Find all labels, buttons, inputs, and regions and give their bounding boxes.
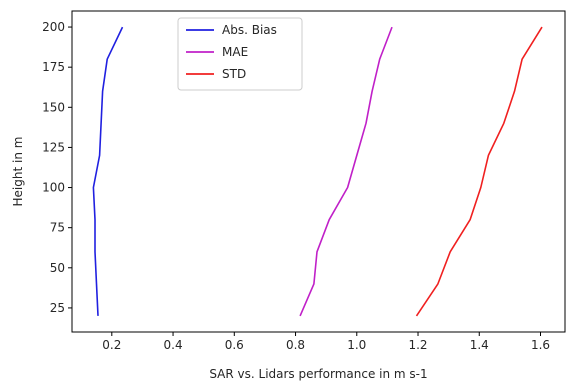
y-tick-label: 25	[50, 301, 65, 315]
y-tick-label: 175	[42, 60, 65, 74]
plot-frame	[71, 10, 566, 333]
legend-label-1: Abs. Bias	[222, 23, 277, 37]
y-axis: 25 50 75 100 125 150 175 200	[42, 20, 72, 315]
x-tick-label: 1.4	[470, 338, 489, 352]
x-tick-label: 0.2	[102, 338, 121, 352]
y-tick-label: 100	[42, 181, 65, 195]
y-tick-label: 150	[42, 100, 65, 114]
legend-label-3: STD	[222, 67, 246, 81]
series-line-1	[92, 26, 124, 316]
x-tick-label: 0.8	[286, 338, 305, 352]
y-tick-label: 125	[42, 140, 65, 154]
plot-lines	[92, 26, 543, 317]
x-tick-label: 0.4	[164, 338, 183, 352]
y-tick-label: 200	[42, 20, 65, 34]
series-line-2	[299, 26, 393, 317]
x-tick-label: 1.2	[408, 338, 427, 352]
legend-box	[177, 17, 303, 91]
x-tick-label: 1.6	[531, 338, 550, 352]
y-tick-label: 50	[50, 261, 65, 275]
y-axis-title: Height in m	[11, 137, 25, 207]
legend-label-2: MAE	[222, 45, 248, 59]
x-axis-title: SAR vs. Lidars performance in m s-1	[209, 367, 427, 381]
x-tick-label: 0.6	[225, 338, 244, 352]
x-tick-label: 1.0	[347, 338, 366, 352]
y-tick-label: 75	[50, 221, 65, 235]
x-axis: 0.2 0.4 0.6 0.8 1.0 1.2 1.4 1.6	[102, 332, 550, 352]
legend: Abs. Bias MAE STD	[177, 17, 303, 91]
series-line-3	[415, 26, 543, 317]
